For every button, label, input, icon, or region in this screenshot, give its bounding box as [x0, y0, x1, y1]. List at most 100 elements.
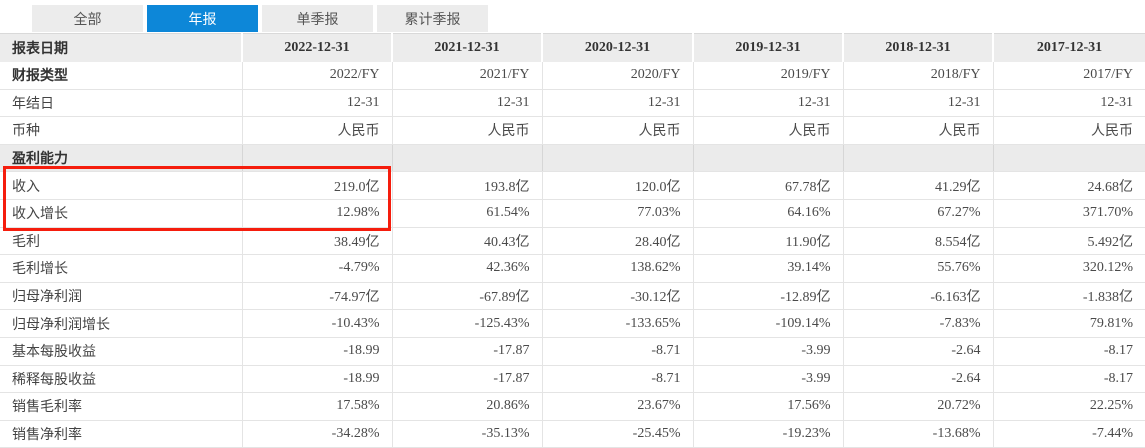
cell-value: 77.03% — [541, 199, 693, 228]
cell-value: -35.13% — [391, 420, 542, 448]
cell-value: 120.0亿 — [541, 171, 693, 200]
table-row: 基本每股收益 -18.99 -17.87 -8.71 -3.99 -2.64 -8.17 — [0, 337, 1145, 366]
row-label: 年结日 — [0, 89, 242, 118]
header-date-2021: 2021-12-31 — [391, 33, 542, 62]
cell-value: -3.99 — [692, 365, 843, 394]
cell-value: 2018/FY — [842, 61, 993, 90]
table-row: 收入增长 12.98% 61.54% 77.03% 64.16% 67.27% 371.70… — [0, 199, 1145, 228]
cell-value: -8.71 — [541, 365, 693, 394]
cell-value: -6.163亿 — [842, 282, 993, 311]
table-row: 归母净利润 -74.97亿 -67.89亿 -30.12亿 -12.89亿 -6.163亿… — [0, 282, 1145, 311]
table-header-row: 报表日期 2022-12-31 2021-12-31 2020-12-31 20… — [0, 33, 1145, 62]
cell-value: -133.65% — [541, 309, 693, 338]
row-label: 基本每股收益 — [0, 337, 242, 366]
row-label: 币种 — [0, 116, 242, 145]
cell-value: -109.14% — [692, 309, 843, 338]
period-tabs: 全部 年报 单季报 累计季报 — [32, 5, 488, 32]
cell-value: 67.78亿 — [692, 171, 843, 200]
cell-value: -34.28% — [241, 420, 392, 448]
cell-value: -30.12亿 — [541, 282, 693, 311]
row-label: 毛利增长 — [0, 254, 242, 283]
cell-value — [241, 144, 392, 173]
row-label: 收入增长 — [0, 199, 242, 228]
cell-value: 79.81% — [992, 309, 1145, 338]
table-row: 毛利增长 -4.79% 42.36% 138.62% 39.14% 55.76% 320.1… — [0, 254, 1145, 283]
cell-value: 42.36% — [391, 254, 542, 283]
row-label: 稀释每股收益 — [0, 365, 242, 394]
table-row: 收入 219.0亿 193.8亿 120.0亿 67.78亿 41.29亿 24.68亿 — [0, 171, 1145, 200]
row-label: 归母净利润增长 — [0, 309, 242, 338]
cell-value: -12.89亿 — [692, 282, 843, 311]
cell-value: 2019/FY — [692, 61, 843, 90]
tab-cumulative-quarter[interactable]: 累计季报 — [377, 5, 488, 32]
cell-value: 12-31 — [692, 89, 843, 118]
cell-value: -3.99 — [692, 337, 843, 366]
cell-value: -13.68% — [842, 420, 993, 448]
cell-value: -2.64 — [842, 337, 993, 366]
cell-value: 41.29亿 — [842, 171, 993, 200]
cell-value: 320.12% — [992, 254, 1145, 283]
table-row: 财报类型 2022/FY 2021/FY 2020/FY 2019/FY 2018/FY 2… — [0, 61, 1145, 90]
cell-value: -2.64 — [842, 365, 993, 394]
cell-value: -74.97亿 — [241, 282, 392, 311]
table-row: 年结日 12-31 12-31 12-31 12-31 12-31 12-31 — [0, 89, 1145, 118]
cell-value: 12-31 — [541, 89, 693, 118]
section-row: 盈利能力 — [0, 144, 1145, 173]
cell-value: 2020/FY — [541, 61, 693, 90]
tab-all[interactable]: 全部 — [32, 5, 143, 32]
cell-value: 24.68亿 — [992, 171, 1145, 200]
tab-annual-report[interactable]: 年报 — [147, 5, 258, 32]
cell-value: 38.49亿 — [241, 227, 392, 256]
cell-value: 人民币 — [391, 116, 542, 145]
cell-value: 20.72% — [842, 392, 993, 421]
cell-value: 17.58% — [241, 392, 392, 421]
tab-single-quarter[interactable]: 单季报 — [262, 5, 373, 32]
header-report-date-label: 报表日期 — [0, 33, 242, 62]
cell-value: 61.54% — [391, 199, 542, 228]
table-row: 币种 人民币 人民币 人民币 人民币 人民币 人民币 — [0, 116, 1145, 145]
cell-value — [541, 144, 693, 173]
cell-value: 12-31 — [391, 89, 542, 118]
cell-value: 28.40亿 — [541, 227, 693, 256]
row-label: 销售净利率 — [0, 420, 242, 448]
cell-value: 23.67% — [541, 392, 693, 421]
header-date-2019: 2019-12-31 — [692, 33, 843, 62]
row-label: 销售毛利率 — [0, 392, 242, 421]
cell-value: 55.76% — [842, 254, 993, 283]
cell-value: -7.44% — [992, 420, 1145, 448]
cell-value: -18.99 — [241, 365, 392, 394]
cell-value: -67.89亿 — [391, 282, 542, 311]
table-row: 销售毛利率 17.58% 20.86% 23.67% 17.56% 20.72% 22.25… — [0, 392, 1145, 421]
cell-value: -8.71 — [541, 337, 693, 366]
cell-value: -125.43% — [391, 309, 542, 338]
cell-value: 39.14% — [692, 254, 843, 283]
header-date-2018: 2018-12-31 — [842, 33, 993, 62]
cell-value: -8.17 — [992, 337, 1145, 366]
table-row: 归母净利润增长 -10.43% -125.43% -133.65% -109.14% -7… — [0, 309, 1145, 338]
cell-value — [692, 144, 843, 173]
row-label: 收入 — [0, 171, 242, 200]
cell-value — [391, 144, 542, 173]
header-date-2022: 2022-12-31 — [241, 33, 392, 62]
cell-value: -17.87 — [391, 337, 542, 366]
cell-value: -1.838亿 — [992, 282, 1145, 311]
cell-value: 2017/FY — [992, 61, 1145, 90]
header-date-2017: 2017-12-31 — [992, 33, 1145, 62]
cell-value: 12-31 — [842, 89, 993, 118]
cell-value: 12-31 — [992, 89, 1145, 118]
cell-value: 40.43亿 — [391, 227, 542, 256]
cell-value: 12-31 — [241, 89, 392, 118]
cell-value: 12.98% — [241, 199, 392, 228]
cell-value: -18.99 — [241, 337, 392, 366]
cell-value: 2021/FY — [391, 61, 542, 90]
row-label: 毛利 — [0, 227, 242, 256]
cell-value: 11.90亿 — [692, 227, 843, 256]
table-row: 毛利 38.49亿 40.43亿 28.40亿 11.90亿 8.554亿 5.492亿 — [0, 227, 1145, 256]
cell-value: 人民币 — [541, 116, 693, 145]
cell-value: 2022/FY — [241, 61, 392, 90]
cell-value: 64.16% — [692, 199, 843, 228]
cell-value: 17.56% — [692, 392, 843, 421]
cell-value: -10.43% — [241, 309, 392, 338]
cell-value: 人民币 — [992, 116, 1145, 145]
